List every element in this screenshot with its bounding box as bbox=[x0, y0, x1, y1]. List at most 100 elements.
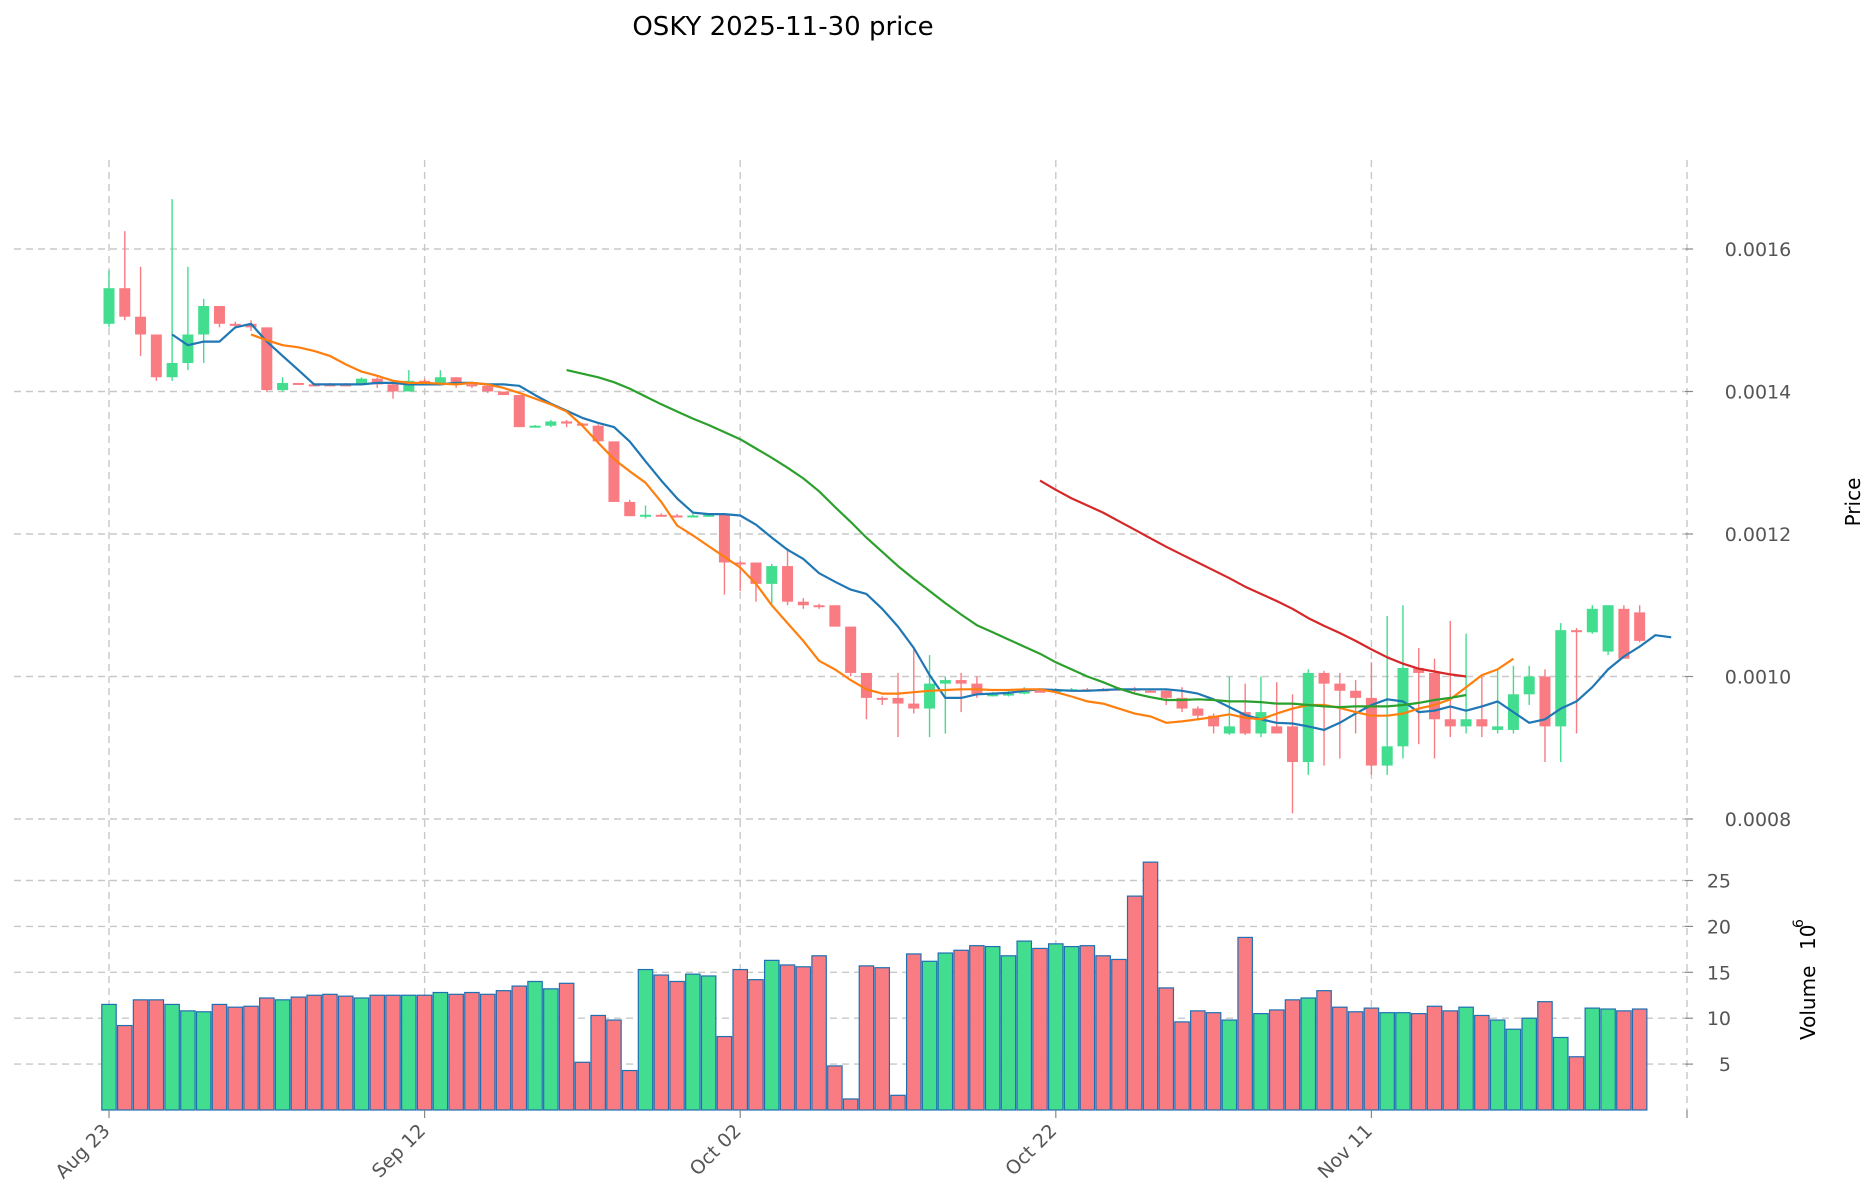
candle-body bbox=[292, 382, 304, 385]
candle-body bbox=[1002, 693, 1014, 696]
date-tick-label: Oct 02 bbox=[686, 1120, 746, 1180]
candle-body bbox=[955, 680, 967, 684]
volume-bar bbox=[195, 1011, 212, 1111]
moving-average-ma20 bbox=[566, 369, 1467, 709]
volume-bar bbox=[1126, 895, 1143, 1111]
candle-body bbox=[1302, 672, 1314, 762]
candle-body bbox=[1444, 719, 1456, 727]
candle-body bbox=[624, 501, 636, 517]
volume-bar bbox=[464, 991, 480, 1111]
candle-body bbox=[1350, 690, 1362, 698]
candle-body bbox=[1034, 690, 1046, 693]
volume-bar bbox=[243, 1005, 259, 1111]
candle-body bbox=[671, 515, 683, 518]
candle-body bbox=[1160, 690, 1172, 698]
volume-bar bbox=[322, 993, 338, 1111]
candle-body bbox=[245, 323, 257, 328]
volume-bar bbox=[1489, 1019, 1506, 1111]
candle-body bbox=[939, 680, 951, 684]
volume-bar bbox=[1505, 1028, 1522, 1111]
volume-bar bbox=[290, 996, 307, 1111]
volume-bar bbox=[448, 993, 464, 1111]
candle-body bbox=[1586, 608, 1598, 633]
candle-body bbox=[1555, 630, 1567, 727]
volume-multiplier-exponent: 6 bbox=[1791, 919, 1807, 928]
date-tick-label: Nov 11 bbox=[1314, 1120, 1377, 1183]
volume-bar bbox=[1332, 1006, 1348, 1111]
volume-bar bbox=[227, 1006, 244, 1111]
volume-bar bbox=[306, 994, 322, 1111]
volume-bar bbox=[211, 1003, 228, 1111]
candle-body bbox=[1192, 708, 1204, 716]
candle-body bbox=[529, 425, 541, 428]
candle-body bbox=[1255, 712, 1267, 734]
candle-body bbox=[387, 384, 399, 392]
volume-bar bbox=[716, 1035, 733, 1111]
price-tick-label: 0.0016 bbox=[1725, 239, 1791, 261]
volume-bar bbox=[101, 1003, 117, 1111]
candle-body bbox=[1287, 726, 1298, 762]
volume-bar bbox=[937, 952, 954, 1111]
candle-body bbox=[434, 377, 446, 385]
candle-body bbox=[1318, 672, 1330, 684]
volume-bar bbox=[1268, 1009, 1285, 1111]
volume-bar bbox=[1095, 955, 1111, 1111]
candle-body bbox=[1208, 715, 1220, 727]
candle-body bbox=[103, 288, 115, 324]
date-tick-label: Sep 12 bbox=[368, 1120, 430, 1182]
volume-bar bbox=[1032, 947, 1048, 1111]
candle-body bbox=[1476, 719, 1488, 727]
candle-body bbox=[1176, 697, 1188, 709]
volume-bar bbox=[637, 968, 654, 1111]
volume-bars bbox=[101, 861, 1648, 1111]
candle-body bbox=[829, 605, 841, 627]
volume-bar bbox=[132, 999, 149, 1111]
moving-average-lines bbox=[171, 322, 1672, 732]
candle-body bbox=[640, 514, 652, 517]
candle-body bbox=[655, 514, 667, 517]
volume-bar bbox=[1079, 945, 1096, 1111]
candle-body bbox=[782, 566, 794, 602]
candle-body bbox=[734, 562, 746, 565]
candle-body bbox=[813, 605, 825, 608]
candle-body bbox=[718, 514, 730, 563]
volume-bar bbox=[969, 945, 985, 1111]
moving-average-ma10 bbox=[250, 333, 1515, 724]
candle-body bbox=[860, 672, 872, 698]
candle-body bbox=[371, 378, 383, 385]
candle-body bbox=[924, 683, 936, 709]
volume-bar bbox=[1410, 1013, 1427, 1111]
volume-bar bbox=[1474, 1014, 1490, 1111]
volume-bar bbox=[574, 1061, 591, 1111]
chart-title: OSKY 2025-11-30 price bbox=[632, 12, 933, 42]
volume-bar bbox=[1063, 945, 1080, 1111]
volume-bar bbox=[1284, 999, 1301, 1111]
candle-body bbox=[545, 421, 557, 426]
volume-bar bbox=[1442, 1010, 1459, 1111]
volume-bar bbox=[1363, 1007, 1380, 1111]
volume-axis-label: Volume bbox=[1796, 966, 1820, 1040]
volume-bar bbox=[1379, 1012, 1395, 1111]
volume-bar bbox=[274, 999, 291, 1111]
volume-bar bbox=[890, 1094, 906, 1111]
volume-bar bbox=[921, 960, 938, 1111]
candle-body bbox=[119, 288, 131, 317]
date-tick-label: Oct 22 bbox=[1001, 1120, 1061, 1180]
volume-bar bbox=[763, 959, 780, 1111]
moving-average-ma5 bbox=[171, 322, 1672, 732]
candle-body bbox=[135, 316, 147, 335]
volume-tick-label: 10 bbox=[1707, 1008, 1731, 1030]
candlesticks bbox=[103, 199, 1646, 814]
volume-bar bbox=[1158, 987, 1175, 1111]
volume-bar bbox=[1190, 1010, 1206, 1111]
price-tick-label: 0.0014 bbox=[1725, 382, 1791, 404]
candle-body bbox=[1239, 712, 1251, 734]
candle-body bbox=[1634, 612, 1646, 641]
candle-body bbox=[403, 380, 415, 392]
date-tick-label: Aug 23 bbox=[51, 1120, 114, 1183]
candle-body bbox=[908, 703, 920, 709]
volume-tick-label: 5 bbox=[1719, 1054, 1731, 1076]
candle-body bbox=[1460, 719, 1472, 727]
candle-body bbox=[845, 626, 857, 673]
